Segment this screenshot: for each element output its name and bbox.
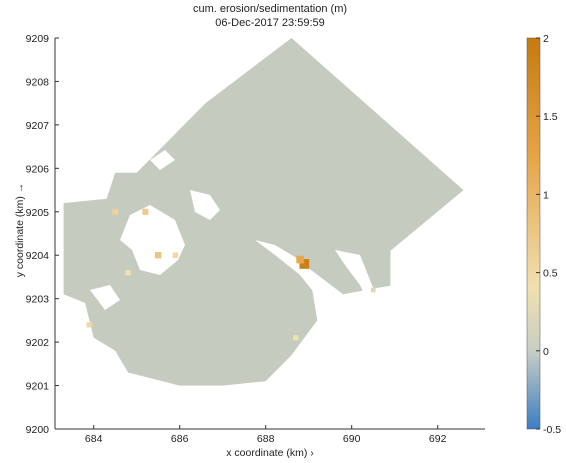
hotspot-cell bbox=[112, 208, 119, 215]
y-tick-label: 9206 bbox=[26, 163, 50, 175]
jetty-gap bbox=[255, 240, 345, 310]
colorbar-tick-label: 1 bbox=[543, 189, 549, 201]
y-ticks: 9200 9201 9202 9203 9204 9205 9206 9207 9208 9209 bbox=[26, 33, 59, 436]
y-tick-label: 9207 bbox=[26, 120, 50, 132]
x-tick-label: 684 bbox=[85, 433, 103, 445]
hotspot-cell bbox=[86, 322, 93, 328]
colorbar-tick-label: 0 bbox=[543, 346, 549, 358]
hotspot-cell bbox=[125, 270, 131, 276]
y-tick-label: 9209 bbox=[26, 33, 50, 45]
jetty-gap bbox=[335, 250, 380, 310]
colorbar-tick-label: 2 bbox=[543, 33, 549, 45]
hotspot-cell bbox=[370, 287, 376, 293]
hotspot-cell bbox=[293, 335, 299, 341]
y-tick-label: 9202 bbox=[26, 337, 50, 349]
y-tick-label: 9208 bbox=[26, 76, 50, 88]
x-tick-label: 686 bbox=[171, 433, 189, 445]
model-domain-field bbox=[63, 38, 464, 386]
y-tick-label: 9204 bbox=[26, 250, 50, 262]
x-tick-label: 690 bbox=[343, 433, 361, 445]
land-gap bbox=[120, 205, 185, 275]
land-gap bbox=[90, 285, 120, 310]
hotspot-cell bbox=[172, 252, 179, 258]
hotspot-cell bbox=[155, 252, 162, 259]
y-tick-label: 9205 bbox=[26, 207, 50, 219]
hotspot-cell bbox=[142, 208, 149, 215]
hotspot-layer bbox=[86, 208, 376, 341]
x-axis-label: x coordinate (km) › bbox=[226, 447, 314, 459]
hotspot-cell bbox=[296, 255, 304, 264]
colorbar-tick-label: -0.5 bbox=[543, 424, 561, 436]
y-tick-label: 9201 bbox=[26, 381, 50, 393]
x-ticks: 684 686 688 690 692 bbox=[85, 425, 447, 445]
chart-title: cum. erosion/sedimentation (m) bbox=[192, 3, 348, 15]
colorbar-tick-label: 0.5 bbox=[543, 268, 558, 280]
colorbar-tick-label: 1.5 bbox=[543, 111, 558, 123]
colorbar bbox=[526, 37, 541, 430]
x-tick-label: 688 bbox=[257, 433, 275, 445]
colorbar-ticks: -0.5 0 0.5 1 1.5 2 bbox=[536, 33, 561, 436]
hotspot-cell bbox=[299, 259, 310, 269]
plot-area bbox=[63, 38, 464, 386]
y-tick-label: 9200 bbox=[26, 424, 50, 436]
y-tick-label: 9203 bbox=[26, 294, 50, 306]
chart-subtitle: 06-Dec-2017 23:59:59 bbox=[215, 17, 325, 29]
land-gap bbox=[150, 150, 175, 170]
x-tick-label: 692 bbox=[429, 433, 447, 445]
land-gap bbox=[190, 190, 220, 220]
